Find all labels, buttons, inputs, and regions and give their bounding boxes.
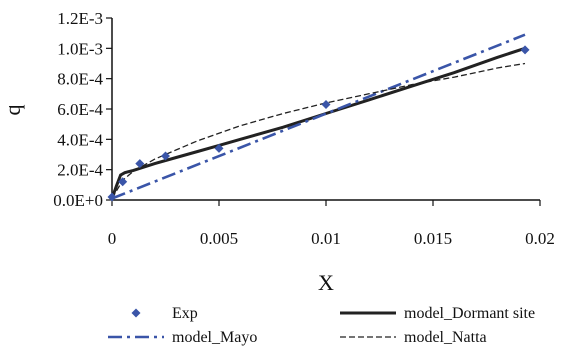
series-line-model-dormant-site [110,46,526,199]
x-axis-title: X [318,270,334,295]
legend-label: model_Natta [404,329,487,346]
y-tick-label: 4.0E-4 [57,130,103,149]
y-tick-label: 1.0E-3 [57,39,103,58]
legend-label: Exp [172,305,198,322]
y-tick-label: 6.0E-4 [57,100,103,119]
legend-item-model-natta: model_Natta [340,329,487,346]
x-tick-label: 0.015 [414,229,452,248]
y-tick-label: 1.2E-3 [57,9,103,28]
x-axis-ticks: 0 0.005 0.01 0.015 0.02 [108,200,555,248]
legend: Exp model_Dormant site model_Mayo model_Nat… [108,305,535,346]
legend-item-exp: Exp [131,305,198,322]
data-point-exp [321,99,331,109]
legend-label: model_Dormant site [404,305,535,322]
x-tick-label: 0.01 [311,229,341,248]
x-tick-label: 0.005 [200,229,238,248]
series-line-model-mayo [111,33,526,200]
data-point-exp [520,45,530,55]
legend-swatch [131,308,141,318]
series-line-model-natta [111,62,526,199]
legend-label: model_Mayo [172,329,257,346]
plot-area: 0.0E+0 2.0E-4 4.0E-4 6.0E-4 8.0E-4 1.0E-3 1.2E… [53,9,555,248]
y-tick-label: 8.0E-4 [57,70,103,89]
y-axis-ticks: 0.0E+0 2.0E-4 4.0E-4 6.0E-4 8.0E-4 1.0E-3 1.2E… [53,9,112,210]
series-markers [107,45,530,202]
data-point-exp [135,159,145,169]
legend-item-model-mayo: model_Mayo [108,329,257,346]
legend-item-model-dormant-site: model_Dormant site [340,305,535,322]
y-tick-label: 0.0E+0 [53,191,103,210]
x-tick-label: 0.02 [525,229,555,248]
data-point-exp [161,151,170,161]
data-point-exp [107,192,117,202]
y-axis-title: q [0,105,25,116]
series-lines [110,33,526,200]
data-point-exp [214,143,224,153]
data-point-exp [118,177,128,187]
y-tick-label: 2.0E-4 [57,161,103,180]
x-tick-label: 0 [108,229,117,248]
